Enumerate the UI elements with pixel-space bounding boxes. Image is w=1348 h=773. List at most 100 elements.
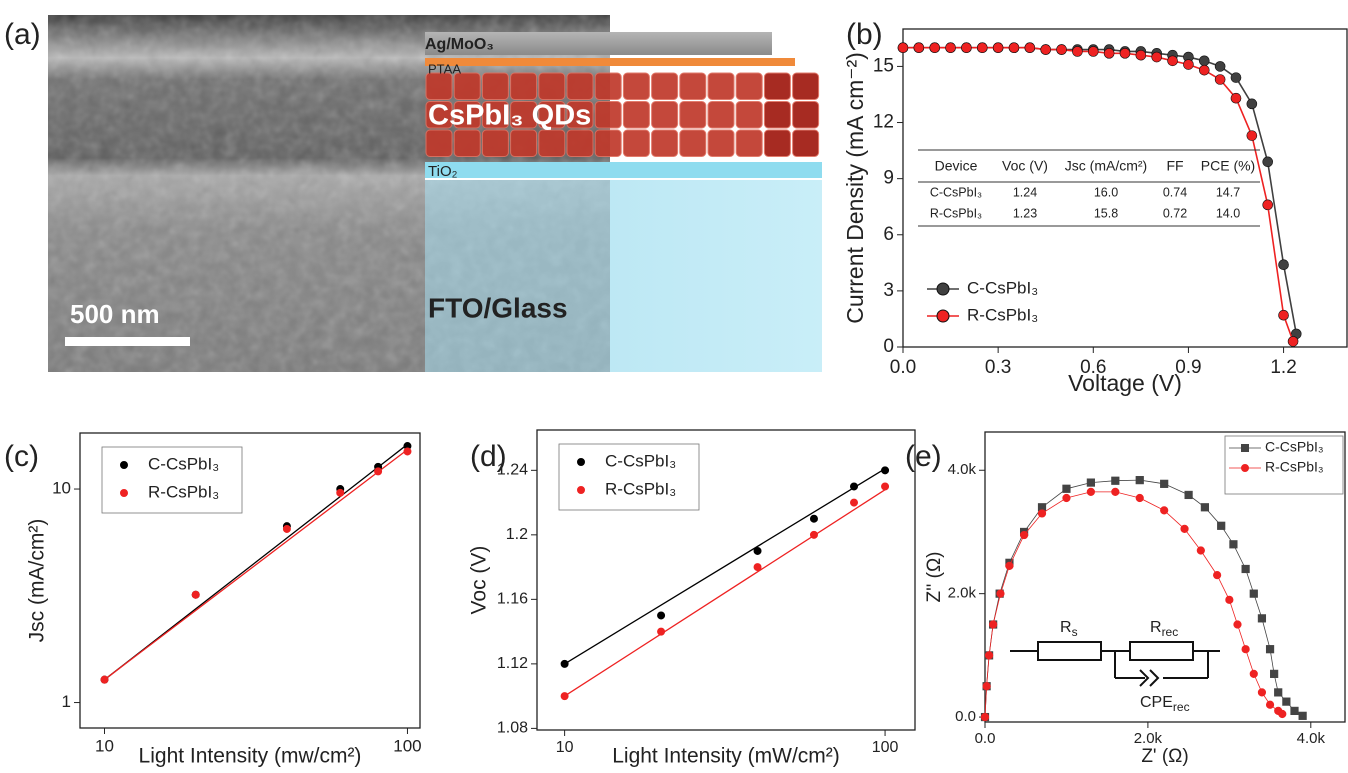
legend-marker	[937, 310, 949, 322]
table-header: Jsc (mA/cm²)	[1065, 158, 1147, 174]
qd-cell	[652, 73, 678, 100]
data-point	[1020, 531, 1028, 539]
qd-cell	[793, 73, 819, 100]
qd-cell	[793, 130, 819, 157]
data-point	[1057, 45, 1067, 55]
data-point	[1087, 479, 1095, 487]
data-point	[561, 660, 568, 667]
data-point	[1025, 43, 1035, 53]
legend-label: C-CsPbI₃	[605, 451, 676, 470]
data-point	[1213, 571, 1221, 579]
data-point	[1199, 56, 1209, 66]
data-point	[1279, 310, 1289, 320]
data-point	[1215, 61, 1225, 71]
qd-cell	[652, 102, 678, 129]
data-point	[404, 448, 411, 455]
qd-cell	[567, 130, 593, 157]
x-tick-label: 0.0	[975, 730, 996, 747]
data-point	[1250, 590, 1258, 598]
qd-cell	[652, 130, 678, 157]
table-header: PCE (%)	[1201, 158, 1255, 174]
data-point	[851, 483, 858, 490]
data-point	[1160, 507, 1168, 515]
data-point	[1279, 260, 1289, 270]
data-point	[1231, 73, 1241, 83]
data-point	[1185, 491, 1193, 499]
data-point	[1112, 477, 1120, 485]
qd-cell	[539, 130, 565, 157]
data-point	[1197, 547, 1205, 555]
legend-marker	[121, 490, 128, 497]
data-point	[1263, 157, 1273, 167]
scale-bar-label: 500 nm	[70, 299, 160, 329]
data-point	[810, 515, 817, 522]
table-cell: 14.0	[1216, 206, 1240, 220]
data-point	[1168, 56, 1178, 66]
qd-cell	[708, 102, 734, 129]
circuit-label-base: R	[1150, 619, 1162, 636]
x-tick-label: 2.0k	[1134, 730, 1163, 747]
data-point	[1215, 75, 1225, 85]
qd-cell	[736, 130, 762, 157]
data-point	[1234, 621, 1242, 629]
y-tick-label: 4.0k	[948, 461, 977, 478]
data-point	[1283, 698, 1291, 706]
x-tick-label: 100	[872, 739, 899, 756]
data-point	[1120, 48, 1130, 58]
data-point	[101, 676, 108, 683]
y-tick-label: 15	[873, 55, 894, 76]
x-tick-label: 10	[556, 739, 574, 756]
data-point	[851, 499, 858, 506]
data-point	[1266, 645, 1274, 653]
qd-cell	[482, 130, 508, 157]
y-tick-label: 1.16	[497, 591, 528, 608]
x-axis-title: Z' (Ω)	[1141, 746, 1188, 767]
data-point	[337, 489, 344, 496]
legend-label: R-CsPbI₃	[967, 305, 1038, 324]
data-point	[283, 525, 290, 532]
table-cell: 14.7	[1216, 185, 1240, 199]
qd-cell	[454, 130, 480, 157]
data-point	[1266, 701, 1274, 709]
scale-bar	[65, 337, 190, 346]
qd-cell	[708, 73, 734, 100]
data-point	[658, 612, 665, 619]
data-point	[1088, 46, 1098, 56]
y-axis-title: Voc (V)	[468, 546, 491, 615]
table-cell: 15.8	[1094, 206, 1118, 220]
data-point	[882, 483, 889, 490]
legend-label: R-CsPbI₃	[148, 482, 219, 501]
table-cell: 1.23	[1013, 206, 1037, 220]
x-axis-title: Light Intensity (mW/cm²)	[612, 745, 840, 768]
data-point	[1258, 689, 1266, 697]
data-point	[930, 43, 940, 53]
panel-label: (e)	[905, 440, 942, 473]
data-point	[1247, 99, 1257, 109]
qd-cell	[539, 73, 565, 100]
layer-label: Ag/MoO₃	[425, 36, 494, 53]
data-point	[1136, 494, 1144, 502]
data-point	[1201, 503, 1209, 511]
qd-cell	[680, 102, 706, 129]
qd-cell	[567, 73, 593, 100]
y-tick-label: 2.0k	[948, 585, 977, 602]
data-point	[1299, 712, 1307, 720]
y-axis-title: Current Density (mA cm⁻²)	[842, 52, 868, 324]
x-axis-title: Light Intensity (mw/cm²)	[139, 745, 362, 768]
legend-marker	[1242, 465, 1249, 472]
data-point	[1288, 336, 1298, 346]
circuit-label-sub: rec	[1162, 625, 1179, 639]
legend-label: R-CsPbI₃	[1265, 459, 1324, 475]
data-point	[946, 43, 956, 53]
qd-cell	[595, 73, 621, 100]
qd-cell	[623, 102, 649, 129]
series-line	[985, 492, 1282, 717]
y-tick-label: 3	[883, 280, 894, 301]
layer-fto-overlay	[425, 180, 610, 372]
y-tick-label: 1.2	[506, 526, 528, 543]
circuit-label-base: R	[1060, 619, 1072, 636]
y-tick-label: 1.12	[497, 655, 528, 672]
table-header: Voc (V)	[1002, 158, 1048, 174]
data-point	[754, 547, 761, 554]
table-cell: 16.0	[1094, 185, 1118, 199]
